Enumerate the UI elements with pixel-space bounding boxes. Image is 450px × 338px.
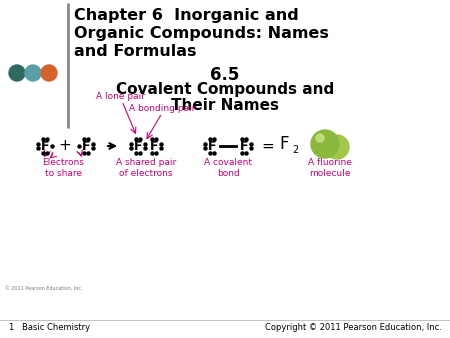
Text: Basic Chemistry: Basic Chemistry <box>22 323 90 333</box>
Text: =: = <box>261 139 274 153</box>
Text: A shared pair
of electrons: A shared pair of electrons <box>116 158 176 178</box>
Text: F: F <box>150 140 158 152</box>
Text: A bonding pair: A bonding pair <box>129 104 195 113</box>
Circle shape <box>25 65 41 81</box>
Text: Chapter 6  Inorganic and: Chapter 6 Inorganic and <box>74 8 299 23</box>
Text: Electrons
to share: Electrons to share <box>43 158 85 178</box>
Text: and Formulas: and Formulas <box>74 44 197 59</box>
Text: © 2011 Pearson Education, Inc.: © 2011 Pearson Education, Inc. <box>5 286 82 291</box>
Text: A lone pair: A lone pair <box>95 92 144 101</box>
Text: +: + <box>58 139 72 153</box>
Text: 1: 1 <box>8 323 13 333</box>
Text: A covalent
bond: A covalent bond <box>204 158 252 178</box>
Text: F: F <box>82 140 90 152</box>
Text: 6.5: 6.5 <box>210 66 240 84</box>
Text: F: F <box>41 140 49 152</box>
Text: Their Names: Their Names <box>171 98 279 113</box>
Circle shape <box>41 65 57 81</box>
Text: 2: 2 <box>292 145 298 155</box>
Circle shape <box>9 65 25 81</box>
Text: Copyright © 2011 Pearson Education, Inc.: Copyright © 2011 Pearson Education, Inc. <box>265 323 442 333</box>
Circle shape <box>325 135 349 159</box>
Text: F: F <box>208 140 216 152</box>
Circle shape <box>311 130 339 158</box>
Text: F: F <box>134 140 142 152</box>
Text: Covalent Compounds and: Covalent Compounds and <box>116 82 334 97</box>
Text: F: F <box>240 140 248 152</box>
Circle shape <box>316 134 324 142</box>
Text: A fluorine
molecule: A fluorine molecule <box>308 158 352 178</box>
Text: F: F <box>279 135 289 153</box>
Text: Organic Compounds: Names: Organic Compounds: Names <box>74 26 329 41</box>
